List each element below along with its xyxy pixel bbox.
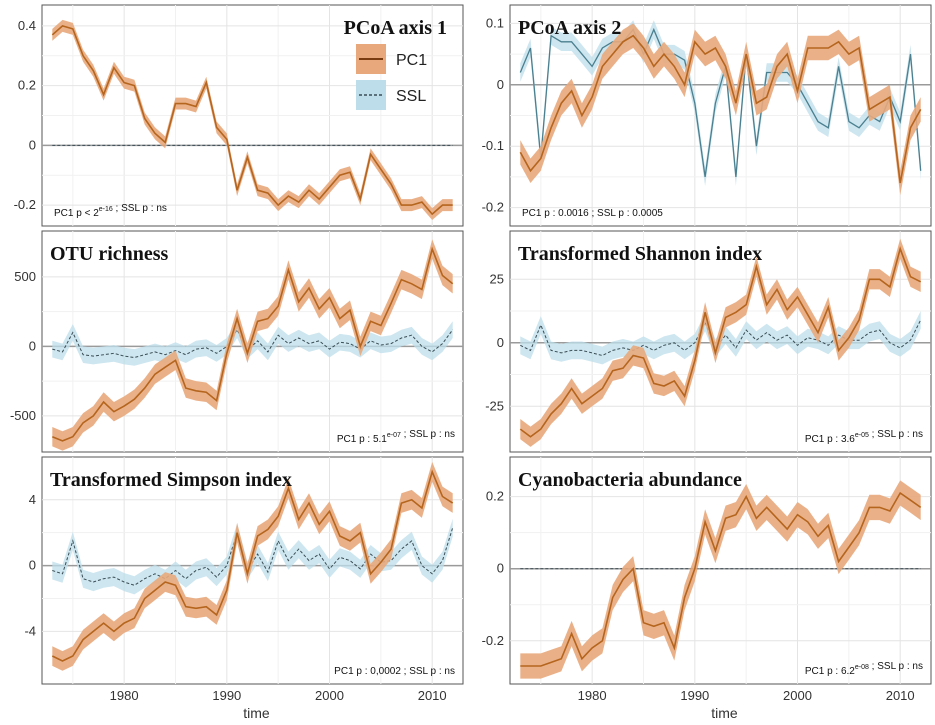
y-tick-label: 0.2 (486, 489, 504, 504)
significance-annotation: PC1 p : 6.2e-08 ; SSL p : ns (805, 661, 923, 677)
x-tick-label: 2000 (783, 688, 812, 703)
x-tick-label: 1980 (110, 688, 139, 703)
series-line-pc1 (51, 246, 454, 442)
panel-title: Transformed Simpson index (50, 469, 292, 491)
panel-title: PCoA axis 2 (518, 17, 621, 39)
series-pc1 (51, 19, 453, 221)
significance-annotation: PC1 p : 0,0002 ; SSL p : ns (334, 666, 455, 677)
y-tick-label: 0 (497, 335, 504, 350)
x-tick-label: 1990 (680, 688, 709, 703)
y-tick-label: 4 (29, 492, 36, 507)
x-axis-label: time (711, 705, 738, 721)
series-line-pc1 (519, 246, 922, 438)
y-tick-label: 500 (14, 269, 36, 284)
y-tick-label: 0 (29, 558, 36, 573)
series-pc1 (520, 480, 922, 679)
y-tick-label: 0 (497, 561, 504, 576)
series-line-ssl (519, 27, 922, 177)
confidence-band-ssl (520, 20, 921, 187)
series-pc1 (51, 461, 454, 671)
y-tick-label: 0.1 (486, 15, 504, 30)
y-tick-label: -500 (10, 408, 36, 423)
significance-annotation: PC1 p < 2e-16 ; SSL p : ns (54, 203, 167, 219)
y-tick-label: -25 (485, 398, 504, 413)
panel-title: OTU richness (50, 243, 169, 265)
confidence-band-pc1 (52, 19, 453, 221)
y-tick-label: -0.2 (482, 633, 504, 648)
y-tick-label: 0 (29, 338, 36, 353)
panel-3: -500 0 500 OTU richness PC1 p : 5.1e-07 ; SS… (10, 230, 464, 453)
y-tick-label: 0.2 (18, 78, 36, 93)
series-ssl (519, 20, 922, 187)
panel-title: Transformed Shannon index (518, 243, 762, 265)
panel-title: Cyanobacteria abundance (518, 469, 742, 491)
x-tick-label: 2000 (315, 688, 344, 703)
y-tick-label: -0.1 (482, 138, 504, 153)
panel-2: -0.2 -0.1 0 0.1 PCoA axis 2 PC1 p : 0.0016 ; … (482, 4, 932, 227)
panel-5: -4 0 4 Transformed Simpson index PC1 p : 0,0… (24, 456, 464, 721)
significance-annotation: PC1 p : 0.0016 ; SSL p : 0.0005 (522, 208, 663, 219)
legend-label: SSL (396, 88, 426, 105)
confidence-band-pc1 (520, 480, 921, 679)
series-pc1 (51, 239, 454, 451)
y-tick-label: 0.4 (18, 18, 36, 33)
confidence-band-pc1 (520, 238, 921, 447)
y-tick-label: -4 (24, 623, 36, 638)
x-axis-label: time (243, 705, 270, 721)
x-tick-label: 1990 (212, 688, 241, 703)
panel-6: -0.2 0 0.2 Cyanobacteria abundance PC1 p : 6… (482, 456, 932, 721)
significance-annotation: PC1 p : 3.6e-05 ; SSL p : ns (805, 429, 923, 445)
y-tick-label: 0 (497, 77, 504, 92)
series-pc1 (519, 23, 922, 196)
y-tick-label: 25 (490, 271, 504, 286)
series-line-ssl (52, 328, 454, 359)
panel-1: -0.2 0 0.2 0.4 PCoA axis 1 PC1 p < 2e-16 ; SS… (14, 4, 464, 227)
legend: PC1 SSL (356, 44, 427, 110)
confidence-band-pc1 (52, 239, 453, 451)
x-tick-label: 2010 (886, 688, 915, 703)
y-tick-label: 0 (29, 137, 36, 152)
y-tick-label: -0.2 (482, 200, 504, 215)
panel-title: PCoA axis 1 (344, 17, 447, 39)
series-line-pc1 (51, 469, 454, 662)
series-line-pc1 (519, 34, 922, 184)
confidence-band-pc1 (52, 461, 453, 671)
legend-entry-pc1: PC1 (356, 44, 427, 74)
legend-label: PC1 (396, 52, 427, 69)
x-tick-label: 1980 (578, 688, 607, 703)
legend-entry-ssl: SSL (356, 80, 426, 110)
y-tick-label: -0.2 (14, 197, 36, 212)
panel-4: -25 0 25 Transformed Shannon index PC1 p : 3… (485, 230, 932, 453)
series-pc1 (519, 238, 922, 447)
significance-annotation: PC1 p : 5.1e-07 ; SSL p : ns (337, 429, 455, 445)
series-line-pc1 (51, 25, 453, 216)
series-line-pc1 (520, 491, 922, 667)
x-tick-label: 2010 (418, 688, 447, 703)
